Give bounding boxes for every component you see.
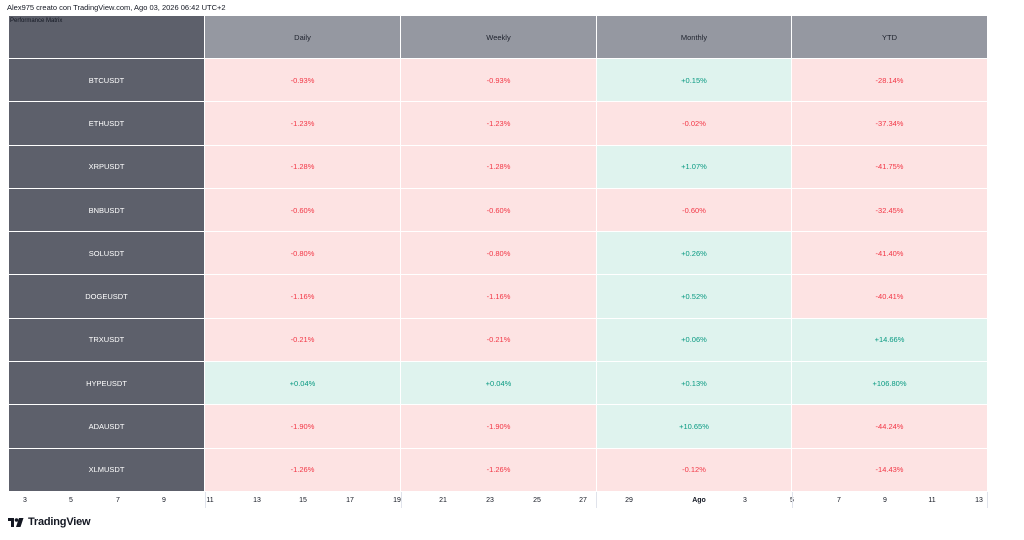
x-axis-tick-label: 7 [116, 497, 120, 504]
x-axis-tick-label: 15 [299, 497, 307, 504]
performance-value-cell: -1.28% [401, 145, 597, 189]
performance-value-cell: -44.24% [792, 405, 988, 449]
performance-value-cell: -0.21% [401, 318, 597, 363]
performance-value-cell: -0.12% [597, 448, 792, 492]
symbol-cell-xrpusdt: XRPUSDT [9, 145, 205, 189]
x-axis-tick-label: 9 [162, 497, 166, 504]
performance-value-cell: +10.65% [597, 405, 792, 449]
x-axis-tick-label: 3 [743, 497, 747, 504]
performance-value-cell: -37.34% [792, 102, 988, 146]
x-axis-separator [987, 492, 988, 508]
column-header-daily: Daily [205, 16, 401, 59]
performance-value-cell: +0.04% [205, 362, 401, 406]
symbol-cell-xlmusdt: XLMUSDT [9, 448, 205, 492]
column-header-monthly: Monthly [597, 16, 792, 59]
performance-value-cell: +0.13% [597, 362, 792, 406]
tradingview-logo-icon [8, 517, 24, 527]
symbol-cell-solusdt: SOLUSDT [9, 232, 205, 276]
performance-value-cell: -0.60% [401, 188, 597, 233]
performance-value-cell: -1.26% [205, 448, 401, 492]
x-axis-tick-label: 3 [23, 497, 27, 504]
x-axis-tick-label: Ago [692, 497, 706, 504]
performance-value-cell: -0.93% [401, 59, 597, 103]
performance-value-cell: -41.40% [792, 232, 988, 276]
table-corner-cell: Performance Matrix [9, 16, 205, 59]
logo-text: TradingView [28, 516, 91, 528]
x-axis-tick-label: 17 [346, 497, 354, 504]
performance-value-cell: +0.15% [597, 59, 792, 103]
x-axis[interactable]: 357911131517192123252729Ago35791113 [9, 492, 988, 512]
performance-value-cell: +0.04% [401, 362, 597, 406]
x-axis-tick-label: 21 [439, 497, 447, 504]
x-axis-tick-label: 5 [69, 497, 73, 504]
performance-value-cell: -1.16% [401, 275, 597, 319]
x-axis-tick-label: 11 [928, 497, 936, 504]
performance-value-cell: -1.28% [205, 145, 401, 189]
x-axis-separator [596, 492, 597, 508]
performance-value-cell: -1.26% [401, 448, 597, 492]
x-axis-separator [401, 492, 402, 508]
symbol-cell-btcusdt: BTCUSDT [9, 59, 205, 103]
x-axis-tick-label: 19 [393, 497, 401, 504]
symbol-cell-hypeusdt: HYPEUSDT [9, 362, 205, 406]
performance-value-cell: -1.23% [401, 102, 597, 146]
performance-value-cell: -0.80% [401, 232, 597, 276]
chart-header-text: Alex975 creato con TradingView.com, Ago … [7, 3, 226, 12]
performance-value-cell: -14.43% [792, 448, 988, 492]
symbol-cell-dogeusdt: DOGEUSDT [9, 275, 205, 319]
performance-value-cell: -0.21% [205, 318, 401, 363]
x-axis-separator [205, 492, 206, 508]
performance-matrix-table: Performance Matrix Daily Weekly Monthly YTD… [9, 16, 988, 492]
performance-value-cell: -1.90% [401, 405, 597, 449]
column-header-weekly: Weekly [401, 16, 597, 59]
x-axis-tick-label: 7 [837, 497, 841, 504]
performance-value-cell: -41.75% [792, 145, 988, 189]
performance-value-cell: -0.93% [205, 59, 401, 103]
x-axis-tick-label: 29 [625, 497, 633, 504]
performance-value-cell: -0.80% [205, 232, 401, 276]
performance-value-cell: +1.07% [597, 145, 792, 189]
symbol-cell-bnbusdt: BNBUSDT [9, 188, 205, 233]
x-axis-tick-label: 9 [883, 497, 887, 504]
x-axis-tick-label: 27 [579, 497, 587, 504]
performance-value-cell: +14.66% [792, 318, 988, 363]
performance-value-cell: -40.41% [792, 275, 988, 319]
performance-value-cell: -32.45% [792, 188, 988, 233]
performance-value-cell: -1.90% [205, 405, 401, 449]
performance-value-cell: +0.26% [597, 232, 792, 276]
x-axis-tick-label: 25 [533, 497, 541, 504]
performance-value-cell: -28.14% [792, 59, 988, 103]
x-axis-separator [792, 492, 793, 508]
performance-value-cell: -1.16% [205, 275, 401, 319]
performance-value-cell: -0.60% [205, 188, 401, 233]
performance-value-cell: +0.06% [597, 318, 792, 363]
performance-value-cell: -1.23% [205, 102, 401, 146]
tradingview-logo[interactable]: TradingView [8, 516, 91, 528]
symbol-cell-adausdt: ADAUSDT [9, 405, 205, 449]
performance-value-cell: -0.60% [597, 188, 792, 233]
column-header-ytd: YTD [792, 16, 988, 59]
symbol-cell-ethusdt: ETHUSDT [9, 102, 205, 146]
x-axis-tick-label: 13 [975, 497, 983, 504]
performance-value-cell: +0.52% [597, 275, 792, 319]
performance-value-cell: +106.80% [792, 362, 988, 406]
x-axis-tick-label: 13 [253, 497, 261, 504]
x-axis-tick-label: 11 [206, 497, 214, 504]
table-title: Performance Matrix [10, 18, 63, 24]
performance-value-cell: -0.02% [597, 102, 792, 146]
symbol-cell-trxusdt: TRXUSDT [9, 318, 205, 363]
x-axis-tick-label: 23 [486, 497, 494, 504]
